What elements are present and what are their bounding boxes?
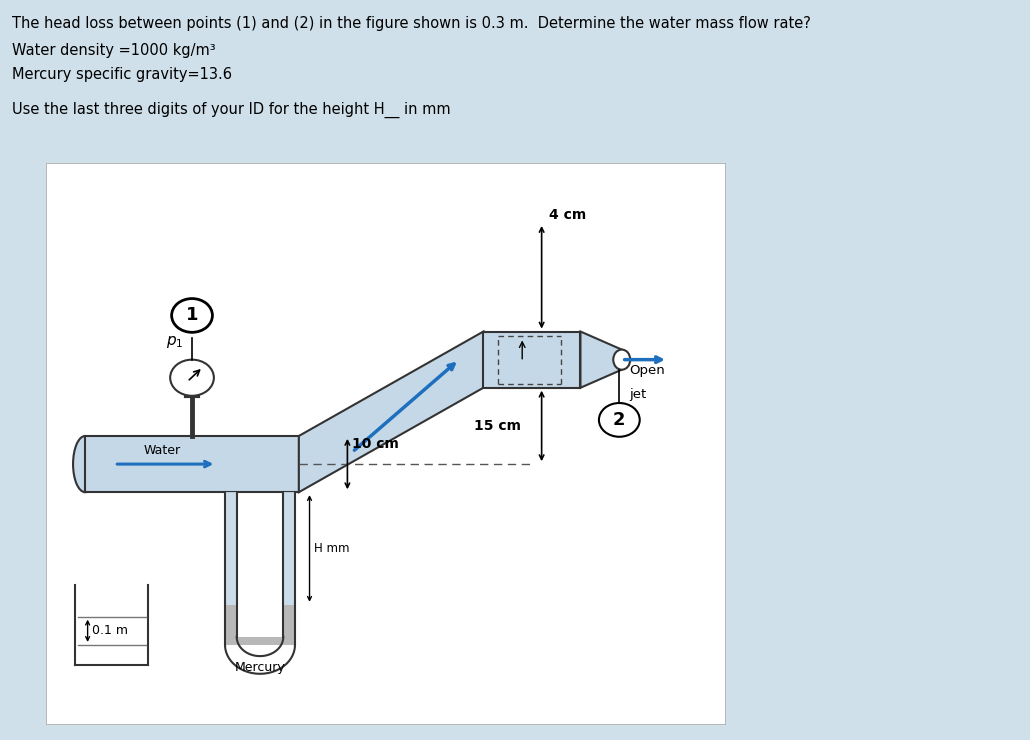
Bar: [483, 332, 581, 388]
Polygon shape: [299, 332, 483, 492]
Text: The head loss between points (1) and (2) in the figure shown is 0.3 m.  Determin: The head loss between points (1) and (2)…: [12, 16, 812, 31]
Polygon shape: [581, 332, 622, 388]
Text: 4 cm: 4 cm: [549, 208, 586, 222]
Text: Water: Water: [143, 444, 180, 457]
Text: 1: 1: [185, 306, 198, 324]
Text: $p_1$: $p_1$: [166, 334, 183, 349]
Circle shape: [170, 360, 214, 396]
Circle shape: [598, 403, 640, 437]
Polygon shape: [225, 605, 295, 645]
Ellipse shape: [613, 349, 630, 370]
Bar: [225, 492, 237, 605]
Text: Open: Open: [629, 363, 664, 377]
Text: 15 cm: 15 cm: [474, 419, 520, 433]
Ellipse shape: [73, 436, 98, 492]
Text: H mm: H mm: [314, 542, 350, 555]
Text: Use the last three digits of your ID for the height H__ in mm: Use the last three digits of your ID for…: [12, 102, 451, 118]
Text: Mercury: Mercury: [235, 661, 285, 674]
Circle shape: [172, 298, 212, 332]
Text: 10 cm: 10 cm: [352, 437, 400, 451]
Text: 2: 2: [613, 411, 625, 429]
Text: jet: jet: [629, 388, 646, 401]
Text: Water density =1000 kg/m³: Water density =1000 kg/m³: [12, 43, 216, 58]
Text: 0.1 m: 0.1 m: [93, 625, 129, 637]
Bar: [283, 492, 295, 605]
Bar: [85, 436, 299, 492]
Text: Mercury specific gravity=13.6: Mercury specific gravity=13.6: [12, 67, 233, 81]
